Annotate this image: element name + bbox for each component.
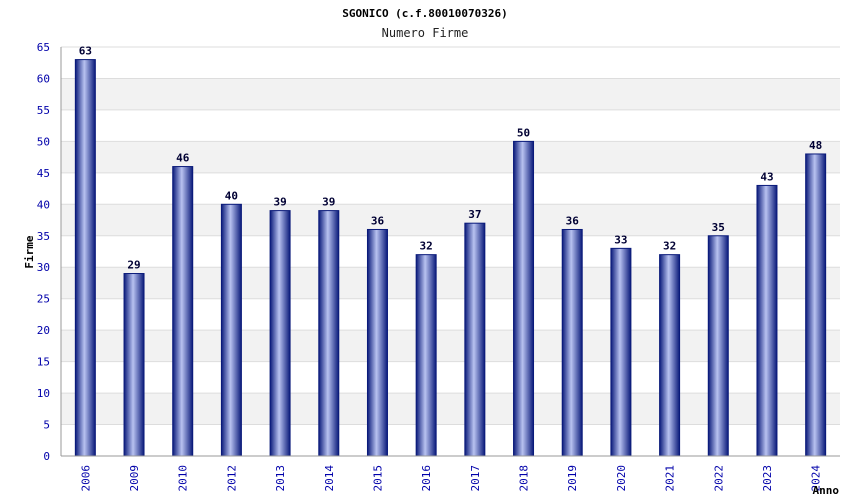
value-label-2021: 32 bbox=[663, 240, 676, 253]
value-label-2006: 63 bbox=[79, 45, 92, 58]
value-label-2024: 48 bbox=[809, 139, 822, 152]
y-tick-label: 5 bbox=[43, 419, 50, 432]
x-tick-label-2014: 2014 bbox=[323, 465, 336, 492]
chart-subtitle: Numero Firme bbox=[382, 26, 469, 40]
value-label-2015: 36 bbox=[371, 214, 385, 227]
y-tick-label: 40 bbox=[37, 198, 50, 211]
y-tick-label: 60 bbox=[37, 72, 50, 85]
x-tick-label-2023: 2023 bbox=[761, 465, 774, 492]
bar-2020 bbox=[610, 247, 632, 457]
x-tick-label-2021: 2021 bbox=[664, 465, 677, 492]
value-label-2016: 32 bbox=[420, 240, 433, 253]
y-tick-label: 0 bbox=[43, 450, 50, 463]
bar-2023 bbox=[756, 184, 778, 457]
y-tick-label: 30 bbox=[37, 261, 50, 274]
bar-2017 bbox=[464, 222, 486, 457]
x-tick-label-2017: 2017 bbox=[469, 465, 482, 492]
bar-2010 bbox=[172, 166, 194, 457]
y-tick-label: 15 bbox=[37, 356, 50, 369]
bar-2024 bbox=[805, 153, 827, 457]
grid-band bbox=[61, 47, 840, 79]
x-axis-ticks: 2006 2009 2010 2012 2013 2014 2015 2016 2017 2018… bbox=[79, 465, 822, 492]
bar-2014 bbox=[318, 210, 340, 457]
x-tick-label-2010: 2010 bbox=[177, 465, 190, 492]
bar-2021 bbox=[659, 254, 681, 457]
value-label-2018: 50 bbox=[517, 126, 530, 139]
x-tick-label-2022: 2022 bbox=[712, 465, 725, 492]
value-labels: 63 29 46 40 39 39 36 32 37 50 36 33 32 35 43 48 bbox=[79, 45, 823, 272]
bar-2018 bbox=[513, 140, 535, 457]
value-label-2012: 40 bbox=[225, 189, 238, 202]
x-tick-label-2013: 2013 bbox=[274, 465, 287, 492]
x-axis-label: Anno bbox=[813, 484, 840, 497]
bar-2006 bbox=[74, 59, 96, 457]
y-tick-label: 35 bbox=[37, 230, 50, 243]
value-label-2009: 29 bbox=[127, 259, 140, 272]
bar-2015 bbox=[366, 228, 388, 457]
value-label-2014: 39 bbox=[322, 196, 335, 209]
x-tick-label-2012: 2012 bbox=[225, 465, 238, 492]
x-tick-label-2018: 2018 bbox=[518, 465, 531, 492]
value-label-2020: 33 bbox=[614, 233, 627, 246]
value-label-2010: 46 bbox=[176, 152, 190, 165]
y-tick-label: 65 bbox=[37, 41, 50, 54]
grid-band bbox=[61, 109, 840, 142]
bars bbox=[74, 59, 827, 457]
y-tick-label: 55 bbox=[37, 104, 50, 117]
x-tick-label-2015: 2015 bbox=[371, 465, 384, 492]
x-tick-label-2016: 2016 bbox=[420, 465, 433, 492]
x-tick-label-2009: 2009 bbox=[128, 465, 141, 492]
y-tick-label: 20 bbox=[37, 324, 50, 337]
bar-2012 bbox=[220, 203, 242, 457]
value-label-2023: 43 bbox=[760, 170, 773, 183]
x-tick-label-2024: 2024 bbox=[810, 465, 823, 492]
value-label-2019: 36 bbox=[566, 214, 580, 227]
x-tick-label-2006: 2006 bbox=[79, 465, 92, 492]
y-tick-label: 25 bbox=[37, 293, 50, 306]
bar-2013 bbox=[269, 210, 291, 457]
chart-title: SGONICO (c.f.80010070326) bbox=[342, 7, 508, 20]
y-tick-label: 45 bbox=[37, 167, 50, 180]
bar-2016 bbox=[415, 254, 437, 457]
x-tick-label-2019: 2019 bbox=[566, 465, 579, 492]
value-label-2013: 39 bbox=[273, 196, 286, 209]
x-tick-label-2020: 2020 bbox=[615, 465, 628, 492]
value-label-2017: 37 bbox=[468, 208, 481, 221]
y-axis-label: Firme bbox=[23, 235, 36, 268]
y-axis-ticks: 0 5 10 15 20 25 30 35 40 45 50 55 60 65 bbox=[37, 41, 50, 463]
bar-2019 bbox=[561, 228, 583, 457]
y-tick-label: 50 bbox=[37, 135, 50, 148]
grid-band bbox=[61, 78, 840, 110]
value-label-2022: 35 bbox=[712, 221, 725, 234]
bar-2009 bbox=[123, 273, 145, 457]
bar-2022 bbox=[707, 235, 729, 457]
y-tick-label: 10 bbox=[37, 387, 50, 400]
